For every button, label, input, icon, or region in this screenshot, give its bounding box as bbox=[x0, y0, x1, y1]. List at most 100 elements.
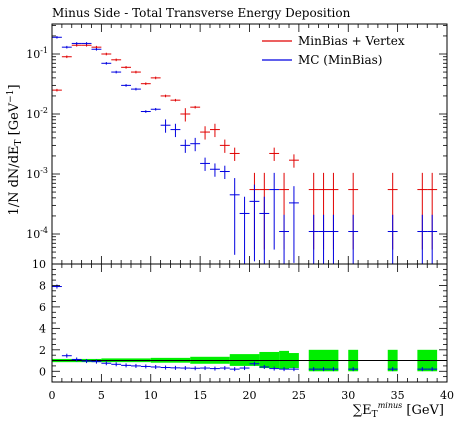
point-mc-minbias bbox=[239, 196, 250, 264]
ratio-point bbox=[328, 367, 339, 372]
ratio-point bbox=[150, 364, 161, 369]
point-mc-minbias bbox=[318, 214, 329, 264]
point-mc-minbias bbox=[289, 186, 299, 263]
ratio-point bbox=[239, 366, 250, 371]
ratio-point bbox=[131, 363, 141, 368]
x-tick-label: 30 bbox=[341, 389, 355, 402]
ratio-point bbox=[200, 366, 210, 371]
point-mc-minbias bbox=[219, 165, 230, 180]
point-mc-minbias bbox=[131, 87, 141, 91]
point-minbias-vertex bbox=[52, 88, 62, 92]
ratio-band bbox=[279, 350, 289, 370]
point-mc-minbias bbox=[180, 139, 191, 153]
ratio-point bbox=[269, 366, 280, 371]
ratio-point bbox=[219, 366, 230, 371]
ratio-point bbox=[289, 367, 299, 372]
point-minbias-vertex bbox=[180, 108, 191, 122]
ratio-y-tick-label: 6 bbox=[39, 301, 46, 314]
ratio-point bbox=[140, 364, 151, 369]
point-mc-minbias bbox=[81, 42, 92, 45]
ratio-y-tick-label: 0 bbox=[39, 365, 46, 378]
point-minbias-vertex bbox=[121, 66, 131, 69]
point-mc-minbias bbox=[52, 36, 62, 39]
ratio-y-tick-label: 8 bbox=[39, 279, 46, 292]
main-y-tick-label: 10-2 bbox=[26, 106, 48, 121]
ratio-point bbox=[308, 367, 319, 372]
point-mc-minbias bbox=[121, 84, 131, 87]
ratio-point bbox=[279, 367, 289, 372]
ratio-point bbox=[387, 367, 398, 372]
point-mc-minbias bbox=[279, 214, 289, 264]
ratio-point bbox=[259, 364, 270, 369]
ratio-point bbox=[160, 365, 171, 370]
point-mc-minbias bbox=[210, 163, 220, 177]
point-mc-minbias bbox=[200, 157, 210, 171]
main-panel-ticks bbox=[51, 24, 448, 264]
point-mc-minbias bbox=[61, 45, 72, 49]
point-minbias-vertex bbox=[160, 94, 171, 98]
point-minbias-vertex bbox=[131, 70, 141, 74]
point-mc-minbias bbox=[160, 119, 171, 133]
legend: MinBias + Vertex MC (MinBias) bbox=[262, 34, 405, 67]
ratio-point bbox=[61, 353, 72, 358]
point-mc-minbias bbox=[387, 214, 398, 264]
point-minbias-vertex bbox=[210, 123, 220, 138]
point-mc-minbias bbox=[328, 214, 339, 264]
x-axis-label: ∑ETminus [GeV] bbox=[353, 401, 444, 420]
ratio-y-tick-labels: 0 2 4 6 8 10 bbox=[32, 258, 46, 378]
point-mc-minbias bbox=[170, 123, 181, 138]
point-minbias-vertex bbox=[150, 76, 161, 80]
point-minbias-vertex bbox=[289, 154, 299, 168]
x-tick-label: 25 bbox=[292, 389, 306, 402]
point-mc-minbias bbox=[259, 196, 270, 264]
point-minbias-vertex bbox=[219, 139, 230, 153]
point-mc-minbias bbox=[140, 110, 151, 113]
point-minbias-vertex bbox=[140, 82, 151, 86]
x-tick-labels: 0 5 10 15 20 25 30 35 40 bbox=[49, 389, 455, 402]
point-minbias-vertex bbox=[111, 58, 122, 62]
ratio-point bbox=[190, 366, 201, 371]
ratio-point bbox=[249, 361, 260, 366]
x-tick-label: 20 bbox=[243, 389, 257, 402]
ratio-band bbox=[229, 354, 260, 366]
point-mc-minbias bbox=[150, 107, 161, 111]
ratio-panel-data bbox=[52, 284, 438, 372]
point-minbias-vertex bbox=[61, 55, 72, 59]
ratio-point bbox=[180, 366, 191, 371]
point-minbias-vertex bbox=[101, 52, 112, 56]
x-tick-label: 5 bbox=[98, 389, 105, 402]
main-panel-data bbox=[52, 36, 438, 264]
point-mc-minbias bbox=[417, 214, 428, 264]
point-minbias-vertex bbox=[170, 98, 181, 102]
point-mc-minbias bbox=[111, 70, 122, 74]
point-mc-minbias bbox=[101, 62, 112, 65]
ratio-y-tick-label: 4 bbox=[39, 322, 46, 335]
point-mc-minbias bbox=[190, 137, 201, 152]
x-tick-label: 40 bbox=[440, 389, 454, 402]
main-y-tick-label: 10-3 bbox=[26, 166, 48, 181]
main-y-tick-label: 10-4 bbox=[26, 226, 48, 241]
main-y-tick-labels: 10-1 10-2 10-3 10-4 bbox=[26, 46, 48, 241]
ratio-point bbox=[348, 367, 359, 372]
point-mc-minbias bbox=[71, 42, 82, 45]
point-mc-minbias bbox=[427, 214, 438, 264]
point-minbias-vertex bbox=[200, 126, 210, 140]
ratio-panel-frame bbox=[51, 263, 448, 383]
point-mc-minbias bbox=[249, 184, 260, 262]
point-mc-minbias bbox=[91, 47, 102, 51]
legend-label-mc-minbias: MC (MinBias) bbox=[298, 53, 382, 67]
ratio-point bbox=[101, 361, 112, 366]
ratio-point bbox=[81, 359, 92, 364]
point-mc-minbias bbox=[269, 172, 280, 250]
point-minbias-vertex bbox=[269, 147, 280, 161]
legend-label-minbias-vertex: MinBias + Vertex bbox=[298, 34, 405, 48]
ratio-y-tick-label: 2 bbox=[39, 344, 46, 357]
ratio-band bbox=[259, 351, 280, 369]
y-axis-label: 1/N dN/dET [GeV−1] bbox=[6, 84, 24, 215]
ratio-point bbox=[170, 365, 181, 370]
point-mc-minbias bbox=[348, 214, 359, 264]
x-tick-label: 35 bbox=[391, 389, 405, 402]
ratio-point bbox=[111, 362, 122, 367]
ratio-y-tick-label: 10 bbox=[32, 258, 46, 271]
